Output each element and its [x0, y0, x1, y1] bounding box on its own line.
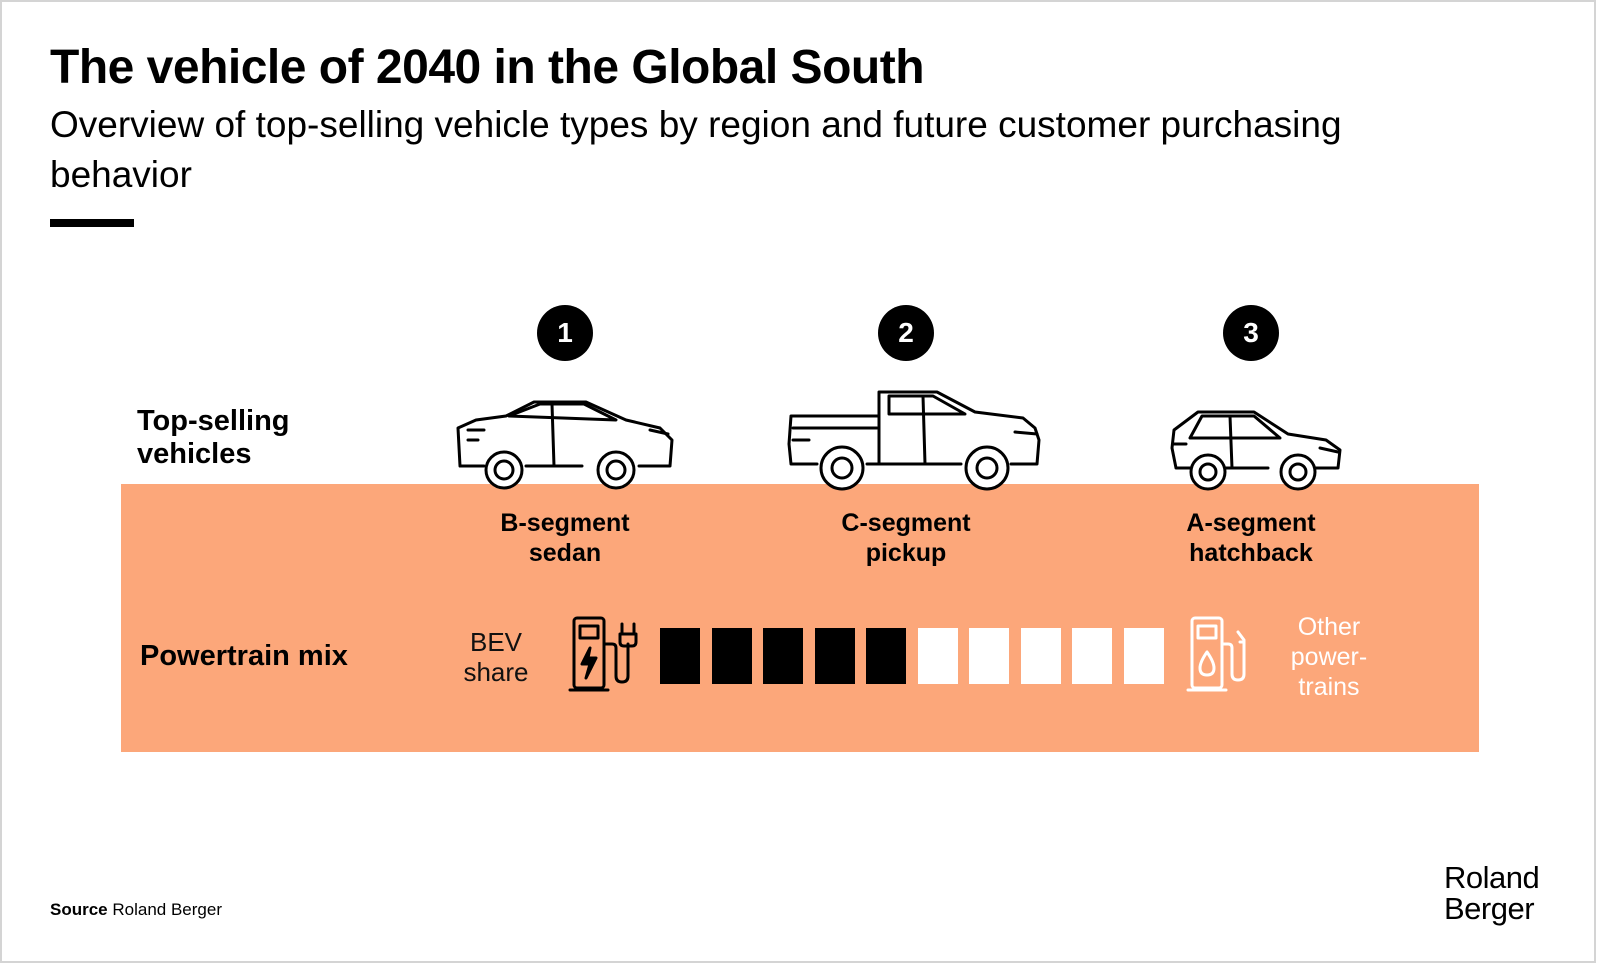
other-powertrains-label: Other power- trains	[1270, 612, 1388, 702]
bev-share-block	[711, 628, 752, 684]
roland-berger-logo: Roland Berger	[1444, 860, 1540, 926]
rank-badge-2: 2	[878, 305, 934, 361]
vehicle-label-2-line2: pickup	[865, 539, 947, 567]
logo-line2: Berger	[1444, 891, 1535, 926]
other-powertrains-label-line3: trains	[1298, 673, 1360, 701]
vehicle-label-2-line1: C-segment	[841, 509, 971, 537]
bev-share-label-line2: share	[463, 657, 529, 687]
bev-share-label-line1: BEV	[469, 627, 523, 657]
vehicles-row-label: Top-selling vehicles	[137, 405, 290, 470]
other-powertrain-block	[1123, 628, 1164, 684]
vehicle-label-1: B-segment sedan	[455, 508, 675, 568]
rank-badge-1: 1	[537, 305, 593, 361]
rank-badge-3: 3	[1223, 305, 1279, 361]
pickup-truck-icon	[787, 390, 1041, 491]
vehicle-label-2: C-segment pickup	[796, 508, 1016, 568]
bev-share-block	[814, 628, 855, 684]
title-underline	[50, 219, 134, 227]
other-powertrain-block	[1020, 628, 1061, 684]
other-powertrains-label-line1: Other	[1297, 613, 1361, 641]
powertrain-mix-bar	[660, 628, 1164, 684]
fuel-pump-icon	[1186, 616, 1246, 692]
page-title: The vehicle of 2040 in the Global South	[50, 41, 925, 94]
source-label: Source	[50, 900, 108, 919]
vehicle-label-1-line2: sedan	[528, 539, 602, 567]
bev-share-block	[763, 628, 803, 684]
bev-share-block	[866, 628, 906, 684]
page-subtitle: Overview of top-selling vehicle types by…	[50, 104, 1342, 195]
bev-share-label: BEV share	[449, 627, 543, 687]
other-powertrains-label-line2: power-	[1290, 643, 1368, 671]
vehicle-label-3-line2: hatchback	[1189, 539, 1313, 567]
ev-charging-station-icon	[568, 616, 638, 692]
powertrain-row-label: Powertrain mix	[140, 640, 348, 672]
vehicle-label-3: A-segment hatchback	[1141, 508, 1361, 568]
vehicle-label-1-line1: B-segment	[500, 509, 630, 537]
sedan-icon	[456, 400, 674, 490]
other-powertrain-block	[917, 628, 958, 684]
source-note: Source Roland Berger	[50, 900, 222, 920]
vehicle-label-3-line1: A-segment	[1186, 509, 1316, 537]
bev-share-block	[660, 628, 700, 684]
powertrain-band	[121, 484, 1479, 752]
source-value: Roland Berger	[112, 900, 222, 919]
other-powertrain-block	[969, 628, 1009, 684]
logo-line1: Roland	[1444, 860, 1540, 895]
other-powertrain-block	[1072, 628, 1112, 684]
hatchback-icon	[1170, 410, 1342, 491]
